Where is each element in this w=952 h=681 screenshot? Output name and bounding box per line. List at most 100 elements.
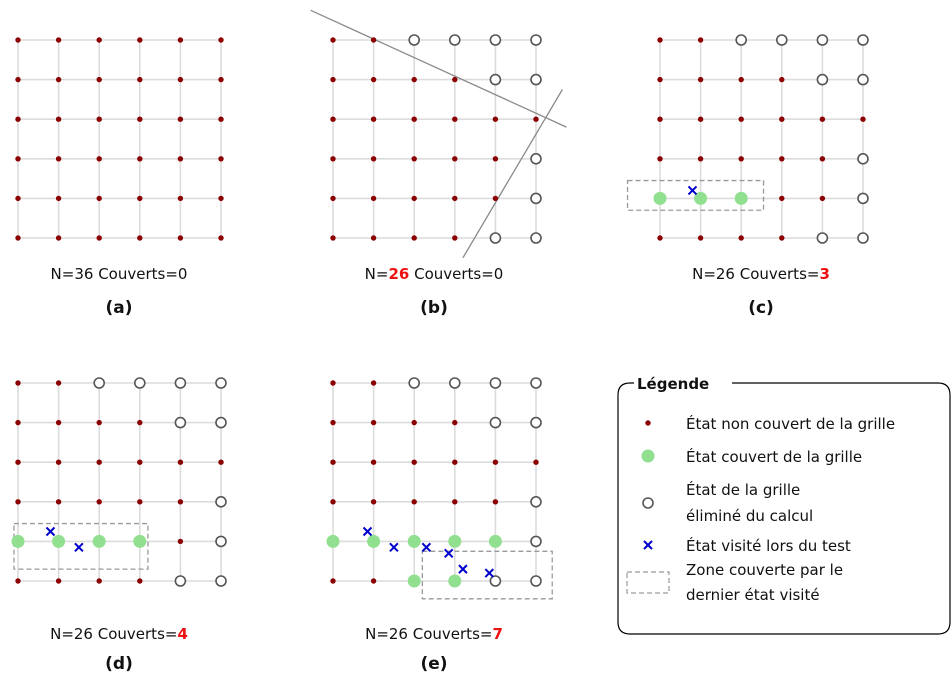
panel-caption: N=26 Couverts=0 — [365, 265, 504, 283]
caption-n-value: 36 — [74, 265, 93, 283]
covered-state-dot — [448, 534, 462, 548]
uncovered-state-dot — [218, 37, 224, 43]
legend-item-text: État non couvert de la grille — [686, 414, 895, 433]
uncovered-state-dot — [96, 76, 102, 83]
covered-symbol — [641, 449, 655, 463]
uncovered-state-dot — [55, 76, 62, 83]
uncovered-state-dot — [492, 195, 499, 202]
uncovered-state-dot — [330, 76, 336, 83]
uncovered-state-dot — [137, 499, 143, 505]
visited-state-marker — [484, 568, 495, 578]
eliminated-state-circle — [448, 34, 461, 46]
caption-n-value: 26 — [389, 625, 408, 643]
eliminated-state-circle — [489, 73, 502, 86]
uncovered-state-dot — [779, 156, 785, 162]
panel-a: N=36 Couverts=0 (a) — [15, 37, 224, 318]
uncovered-state-dot — [330, 459, 336, 465]
uncovered-state-dot — [96, 156, 102, 162]
uncovered-state-dot — [411, 195, 417, 202]
panel-label: (a) — [105, 298, 132, 318]
uncovered-state-dot — [738, 116, 744, 122]
uncovered-state-dot — [330, 37, 336, 43]
uncovered-state-dot — [697, 76, 704, 83]
uncovered-state-dot — [96, 419, 102, 426]
uncovered-state-dot — [411, 116, 417, 122]
eliminated-state-circle — [489, 34, 502, 46]
visited-state-marker — [421, 542, 432, 553]
uncovered-state-dot — [533, 116, 539, 122]
caption-n-prefix: N= — [692, 265, 716, 283]
caption-cov-value: 4 — [177, 625, 187, 643]
visited-x-stroke — [45, 526, 56, 537]
uncovered-state-dot — [370, 76, 377, 83]
panel-label: (d) — [105, 654, 133, 674]
eliminated-state-circle — [530, 575, 542, 587]
visited-x-stroke — [389, 542, 399, 553]
uncovered-state-dot — [96, 578, 102, 584]
uncovered-state-dot — [218, 235, 224, 241]
uncovered-state-dot — [819, 156, 826, 162]
caption-n-value: 26 — [74, 625, 93, 643]
covered-zone-rect — [421, 550, 553, 600]
eliminated-state-circle — [489, 377, 502, 389]
eliminated-state-circle — [816, 34, 829, 46]
caption-cov-prefix: Couverts= — [735, 265, 819, 283]
uncovered-state-dot — [370, 578, 377, 584]
uncovered-state-dot — [697, 37, 704, 43]
uncovered-state-dot — [96, 195, 102, 202]
covered-zone-rect — [626, 179, 765, 211]
uncovered-state-dot — [330, 116, 336, 122]
uncovered-state-dot — [738, 156, 744, 162]
caption-n-prefix: N= — [50, 625, 74, 643]
uncovered-state-dot — [15, 76, 21, 83]
panel-caption: N=36 Couverts=0 — [51, 265, 188, 283]
uncovered-state-dot — [533, 459, 539, 465]
uncovered-state-dot — [330, 380, 336, 386]
legend-box: Légende État non couvert de la grille État… — [617, 375, 951, 635]
uncovered-state-dot — [819, 116, 826, 122]
eliminated-state-circle — [215, 535, 227, 548]
uncovered-state-dot — [452, 156, 458, 162]
uncovered-state-dot — [657, 116, 663, 122]
uncovered-state-dot — [15, 578, 21, 584]
zone-symbol — [626, 571, 670, 594]
visited-x-stroke — [421, 542, 432, 553]
uncovered-state-dot — [55, 37, 62, 43]
uncovered-state-dot — [452, 76, 458, 83]
legend-item-text: éliminé du calcul — [686, 507, 813, 525]
legend-item-zone: Zone couverte par le dernier état visité — [626, 561, 843, 604]
legend-item-text: État couvert de la grille — [686, 447, 862, 466]
eliminated-state-circle — [530, 416, 542, 429]
uncovered-state-dot — [177, 459, 184, 465]
uncovered-state-dot — [55, 380, 62, 386]
legend-item-covered: État couvert de la grille — [641, 447, 862, 466]
caption-n-prefix: N= — [365, 265, 389, 283]
uncovered-state-dot — [370, 156, 377, 162]
uncovered-state-dot — [330, 499, 336, 505]
uncovered-state-dot — [411, 76, 417, 83]
covered-state-dot — [367, 534, 381, 548]
uncovered-state-dot — [15, 235, 21, 241]
uncovered-state-dot — [779, 116, 785, 122]
uncovered-state-dot — [15, 499, 21, 505]
visited-x-stroke — [362, 526, 373, 537]
uncovered-state-dot — [370, 419, 377, 426]
eliminated-state-circle — [215, 416, 227, 429]
panel-caption: N=26 Couverts=7 — [365, 625, 503, 643]
panel-label: (c) — [748, 298, 774, 318]
eliminated-state-circle — [215, 495, 227, 508]
uncovered-state-dot — [15, 156, 21, 162]
uncovered-state-dot — [218, 156, 224, 162]
uncovered-state-dot — [779, 235, 785, 241]
uncovered-state-dot — [370, 235, 377, 241]
uncovered-state-dot — [452, 116, 458, 122]
uncovered-state-dot — [218, 459, 224, 465]
panel-label: (e) — [420, 654, 447, 674]
uncovered-state-dot — [55, 195, 62, 202]
covered-state-dot — [11, 534, 25, 548]
visited-state-marker — [687, 185, 698, 196]
uncovered-state-dot — [330, 419, 336, 426]
uncovered-state-dot — [370, 116, 377, 122]
uncovered-state-dot — [697, 116, 704, 122]
caption-cov-prefix: Couverts= — [409, 265, 493, 283]
